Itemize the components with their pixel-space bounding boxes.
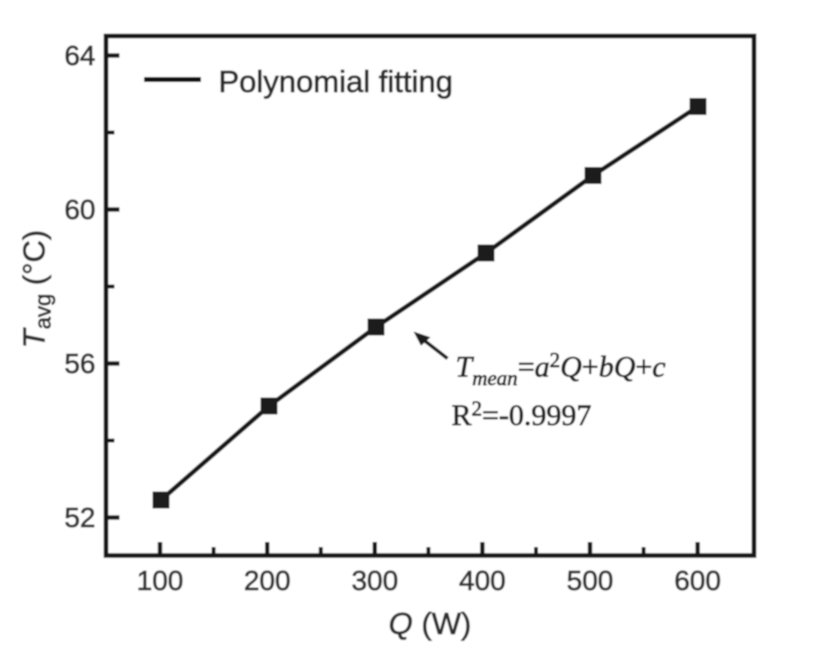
svg-text:60: 60 (64, 194, 95, 225)
svg-text:56: 56 (64, 348, 95, 379)
svg-text:400: 400 (459, 565, 506, 596)
svg-text:600: 600 (674, 565, 721, 596)
svg-text:Tavg (°C): Tavg (°C) (17, 230, 56, 348)
svg-text:300: 300 (351, 565, 398, 596)
svg-text:200: 200 (244, 565, 291, 596)
svg-text:Polynomial fitting: Polynomial fitting (219, 64, 453, 99)
svg-text:52: 52 (64, 502, 95, 533)
svg-text:500: 500 (567, 565, 614, 596)
svg-text:Tmean=a2Q+bQ+c: Tmean=a2Q+bQ+c (456, 348, 666, 390)
svg-text:Q (W): Q (W) (389, 606, 472, 641)
svg-text:64: 64 (64, 40, 95, 71)
svg-text:100: 100 (137, 565, 184, 596)
